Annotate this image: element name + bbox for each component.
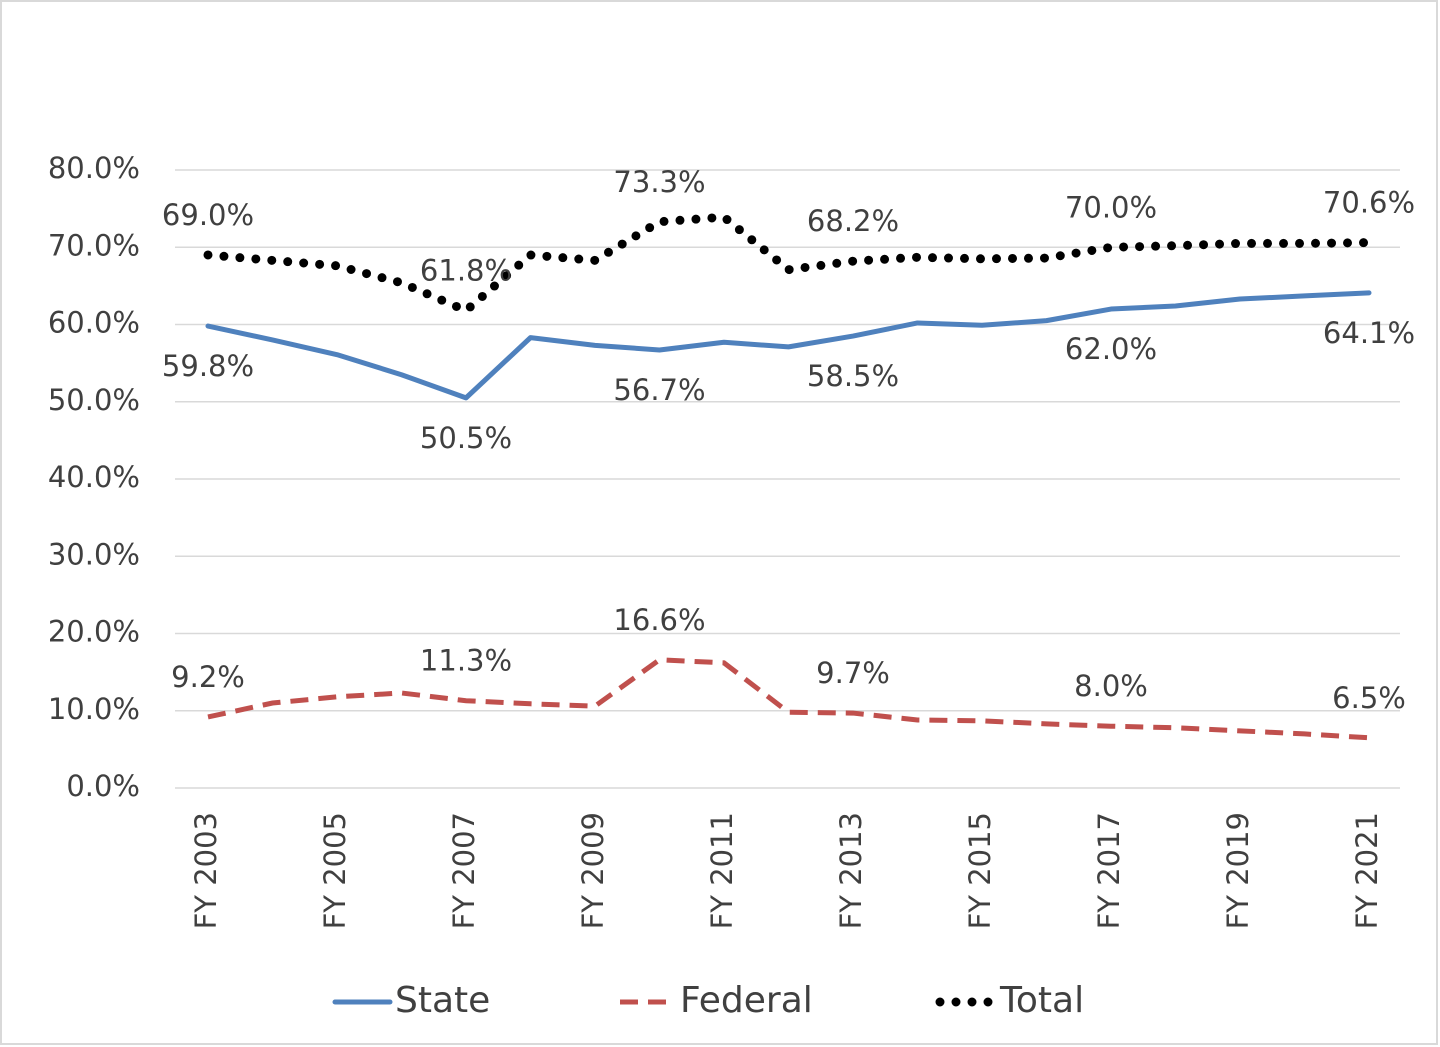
y-tick-label: 30.0% bbox=[48, 537, 140, 571]
legend-label: Federal bbox=[680, 980, 813, 1021]
x-tick-label: FY 2003 bbox=[189, 812, 223, 929]
x-tick-label: FY 2013 bbox=[834, 812, 868, 929]
data-label: 69.0% bbox=[162, 198, 254, 232]
x-tick-label: FY 2011 bbox=[705, 812, 739, 929]
y-tick-label: 10.0% bbox=[48, 692, 140, 726]
data-label: 50.5% bbox=[420, 421, 512, 455]
data-label: 9.2% bbox=[171, 660, 245, 694]
x-tick-label: FY 2015 bbox=[963, 812, 997, 929]
data-label: 6.5% bbox=[1332, 681, 1406, 715]
data-label: 64.1% bbox=[1323, 316, 1415, 350]
y-tick-label: 60.0% bbox=[48, 306, 140, 340]
data-label: 61.8% bbox=[420, 254, 512, 288]
x-tick-label: FY 2009 bbox=[576, 812, 610, 929]
data-label: 70.6% bbox=[1323, 186, 1415, 220]
y-tick-label: 50.0% bbox=[48, 383, 140, 417]
data-label: 59.8% bbox=[162, 349, 254, 383]
data-label: 68.2% bbox=[807, 204, 899, 238]
data-label: 8.0% bbox=[1074, 669, 1148, 703]
data-label: 56.7% bbox=[613, 373, 705, 407]
y-tick-label: 70.0% bbox=[48, 228, 140, 262]
legend-label: State bbox=[395, 980, 490, 1021]
data-label: 9.7% bbox=[816, 656, 890, 690]
data-label: 73.3% bbox=[613, 165, 705, 199]
x-tick-label: FY 2017 bbox=[1092, 812, 1126, 929]
data-label: 70.0% bbox=[1065, 190, 1157, 224]
x-tick-label: FY 2019 bbox=[1221, 812, 1255, 929]
x-tick-label: FY 2021 bbox=[1350, 812, 1384, 929]
x-tick-label: FY 2005 bbox=[318, 812, 352, 929]
y-tick-label: 20.0% bbox=[48, 615, 140, 649]
x-tick-label: FY 2007 bbox=[447, 812, 481, 929]
series-line bbox=[203, 212, 1374, 316]
series-line bbox=[205, 290, 1372, 401]
data-label: 11.3% bbox=[420, 644, 512, 678]
data-label: 16.6% bbox=[613, 603, 705, 637]
y-tick-label: 40.0% bbox=[48, 460, 140, 494]
y-tick-label: 80.0% bbox=[48, 151, 140, 185]
data-label: 62.0% bbox=[1065, 332, 1157, 366]
y-tick-label: 0.0% bbox=[66, 769, 140, 803]
data-label: 58.5% bbox=[807, 359, 899, 393]
legend-label: Total bbox=[999, 980, 1084, 1021]
